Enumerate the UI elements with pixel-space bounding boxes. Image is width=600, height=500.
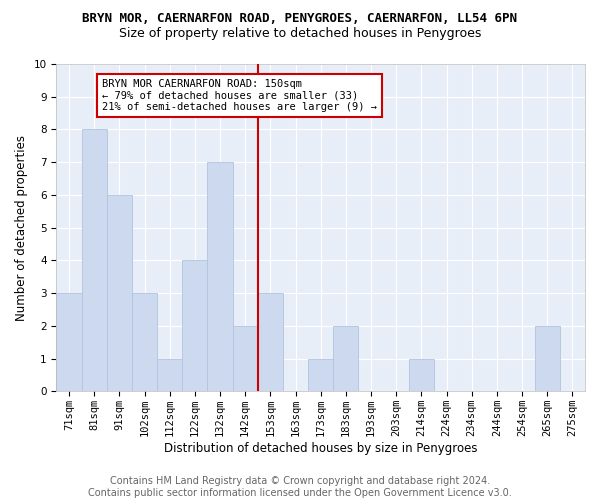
Bar bbox=[82, 130, 107, 392]
Bar bbox=[308, 358, 333, 392]
Text: BRYN MOR CAERNARFON ROAD: 150sqm
← 79% of detached houses are smaller (33)
21% o: BRYN MOR CAERNARFON ROAD: 150sqm ← 79% o… bbox=[102, 78, 377, 112]
Bar bbox=[258, 293, 283, 392]
Bar bbox=[157, 358, 182, 392]
Bar bbox=[56, 293, 82, 392]
Text: BRYN MOR, CAERNARFON ROAD, PENYGROES, CAERNARFON, LL54 6PN: BRYN MOR, CAERNARFON ROAD, PENYGROES, CA… bbox=[83, 12, 517, 26]
Bar bbox=[535, 326, 560, 392]
Text: Size of property relative to detached houses in Penygroes: Size of property relative to detached ho… bbox=[119, 28, 481, 40]
Bar bbox=[132, 293, 157, 392]
Bar bbox=[107, 195, 132, 392]
X-axis label: Distribution of detached houses by size in Penygroes: Distribution of detached houses by size … bbox=[164, 442, 478, 455]
Bar bbox=[208, 162, 233, 392]
Bar bbox=[182, 260, 208, 392]
Text: Contains HM Land Registry data © Crown copyright and database right 2024.
Contai: Contains HM Land Registry data © Crown c… bbox=[88, 476, 512, 498]
Y-axis label: Number of detached properties: Number of detached properties bbox=[15, 134, 28, 320]
Bar bbox=[333, 326, 358, 392]
Bar bbox=[409, 358, 434, 392]
Bar bbox=[233, 326, 258, 392]
